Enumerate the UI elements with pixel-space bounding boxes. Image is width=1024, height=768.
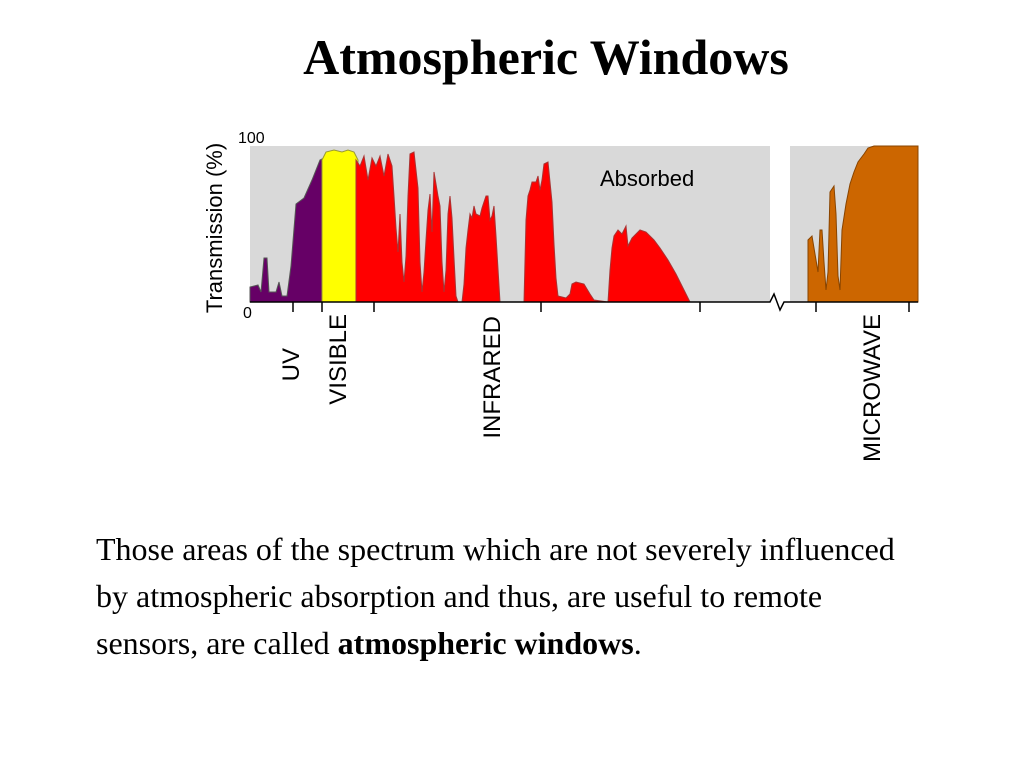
caption: Those areas of the spectrum which are no… <box>96 526 926 667</box>
y-axis-label: Transmission (%) <box>202 143 227 313</box>
uv-band <box>249 157 325 303</box>
x-axis-line <box>250 292 918 312</box>
x-axis-ticks <box>292 302 910 312</box>
band-label-infrared: INFRARED <box>479 316 506 439</box>
y-tick-100: 100 <box>238 130 265 147</box>
caption-end: . <box>633 625 642 661</box>
absorbed-label: Absorbed <box>600 166 694 191</box>
band-label-microwave: MICROWAVE <box>859 314 886 462</box>
slide-title: Atmospheric Windows <box>303 29 789 85</box>
band-label-uv: UV <box>278 348 305 381</box>
infrared-band <box>355 151 691 303</box>
caption-term: atmospheric windows <box>337 625 634 661</box>
band-label-visible: VISIBLE <box>325 314 352 405</box>
visible-band <box>321 149 359 303</box>
microwave-band <box>807 145 919 303</box>
caption-text: Those areas of the spectrum which are no… <box>96 531 895 661</box>
y-tick-0: 0 <box>243 305 252 322</box>
